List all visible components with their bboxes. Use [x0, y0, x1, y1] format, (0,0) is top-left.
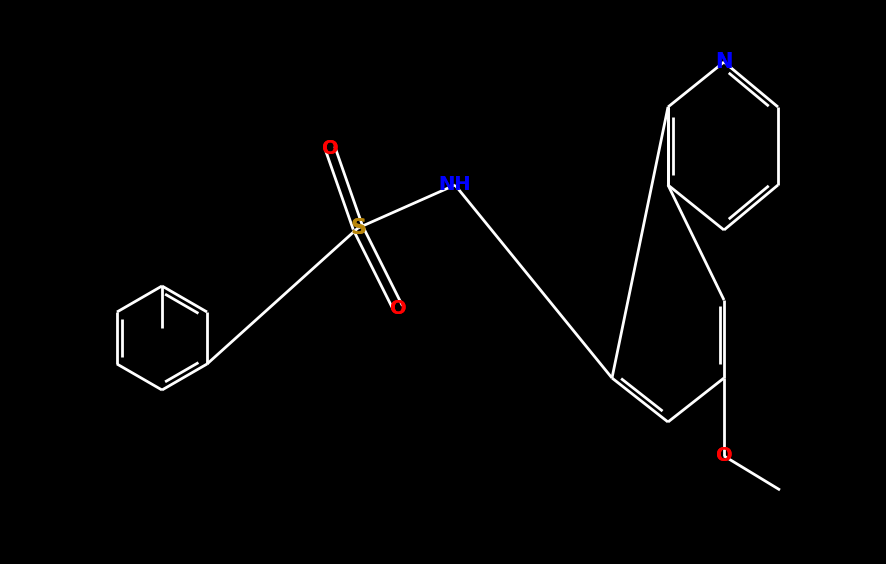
Text: N: N — [714, 52, 732, 72]
Text: NH: NH — [439, 175, 470, 195]
Text: S: S — [350, 218, 366, 238]
Text: O: O — [389, 298, 406, 318]
Text: S: S — [350, 218, 366, 238]
Text: NH: NH — [439, 175, 470, 195]
Text: N: N — [714, 52, 732, 72]
Text: O: O — [389, 298, 406, 318]
Text: O: O — [715, 447, 732, 465]
Text: O: O — [322, 139, 338, 157]
Text: O: O — [322, 139, 338, 157]
Text: O: O — [715, 447, 732, 465]
